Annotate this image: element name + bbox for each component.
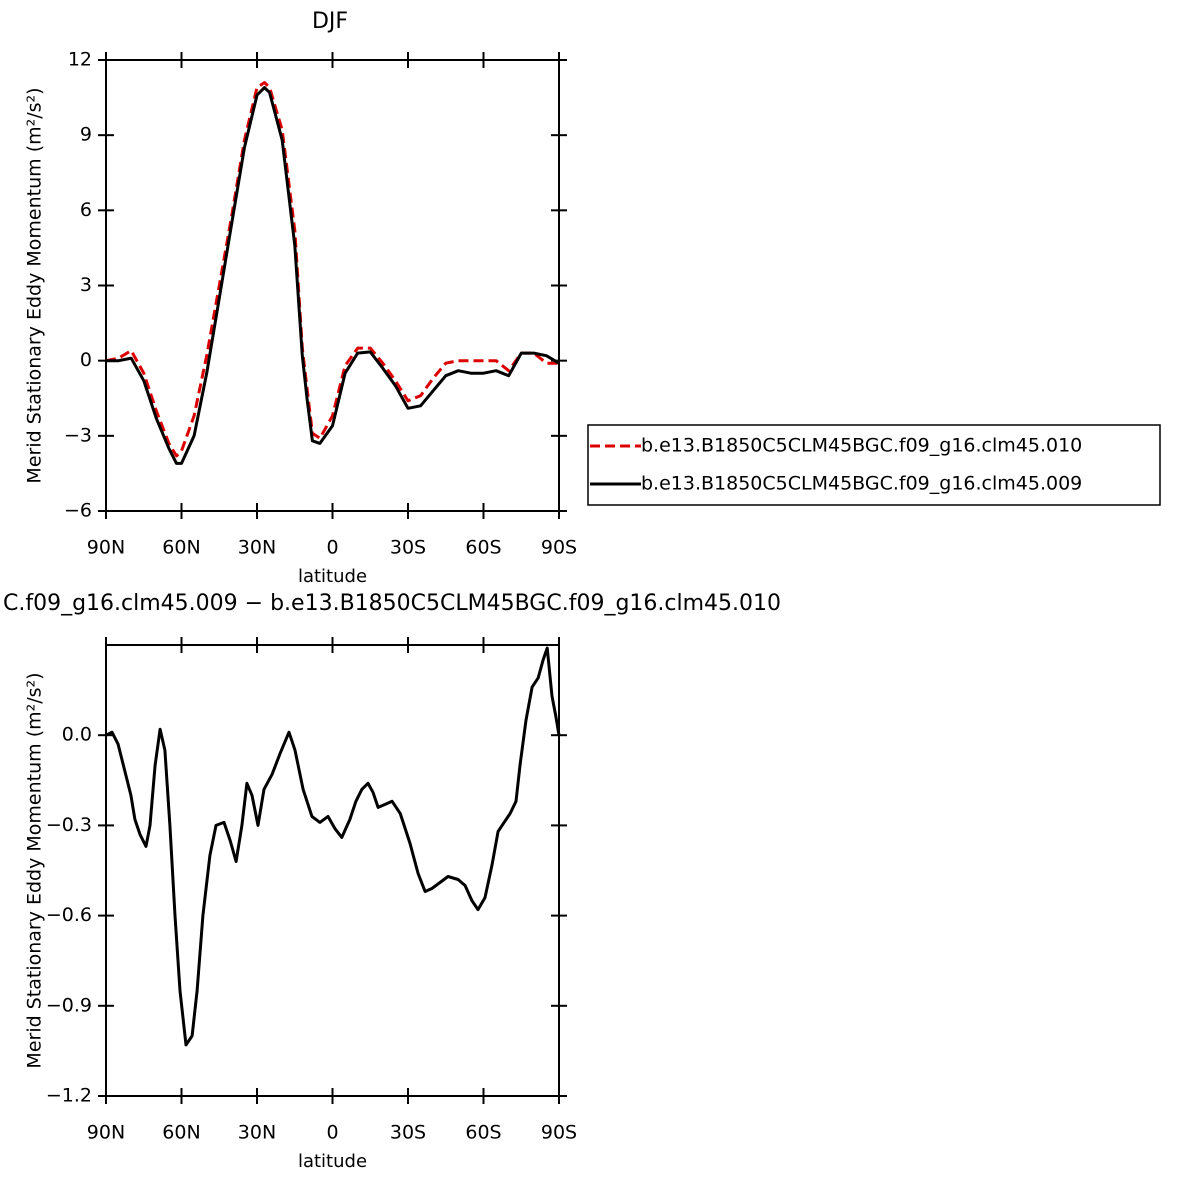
y-tick-label: 12 (68, 49, 92, 71)
chart-title: DJF (312, 9, 348, 34)
legend-label: b.e13.B1850C5CLM45BGC.f09_g16.clm45.009 (641, 473, 1082, 495)
y-tick-label: −0.6 (46, 904, 92, 926)
x-tick-label: 30S (390, 537, 426, 559)
x-tick-label: 30S (390, 1122, 426, 1144)
plot-frame (105, 59, 560, 512)
y-tick-label: 9 (80, 124, 92, 146)
y-tick-label: −1.2 (46, 1085, 92, 1107)
data-line (105, 646, 561, 1047)
x-tick-label: 60S (465, 1122, 501, 1144)
x-tick-label: 30N (238, 537, 276, 559)
x-tick-label: 90N (87, 1122, 125, 1144)
y-tick-label: −6 (64, 500, 92, 522)
x-tick-label: 60N (162, 1122, 200, 1144)
data-line (105, 81, 559, 458)
x-tick-label: 60N (162, 537, 200, 559)
x-tick-label: 0 (326, 537, 338, 559)
legend-box (587, 424, 1161, 506)
chart-title: C.f09_g16.clm45.009 − b.e13.B1850C5CLM45… (3, 591, 781, 616)
x-tick-label: 0 (326, 1122, 338, 1144)
y-tick-label: −3 (64, 424, 92, 446)
x-tick-label: 90S (541, 537, 577, 559)
y-tick-label: 0.0 (62, 724, 92, 746)
y-tick-label: 0 (80, 349, 92, 371)
y-axis-label: Merid Stationary Eddy Momentum (m²/s²) (24, 672, 46, 1068)
x-tick-label: 60S (465, 537, 501, 559)
x-tick-label: 90S (541, 1122, 577, 1144)
x-axis-label: latitude (298, 566, 367, 587)
y-tick-label: 3 (80, 274, 92, 296)
legend-label: b.e13.B1850C5CLM45BGC.f09_g16.clm45.010 (641, 435, 1082, 457)
y-axis-label: Merid Stationary Eddy Momentum (m²/s²) (24, 87, 46, 483)
y-tick-label: −0.9 (46, 994, 92, 1016)
x-tick-label: 90N (87, 537, 125, 559)
x-axis-label: latitude (298, 1151, 367, 1172)
y-tick-label: −0.3 (46, 814, 92, 836)
y-tick-label: 6 (80, 199, 92, 221)
x-tick-label: 30N (238, 1122, 276, 1144)
data-line (106, 86, 560, 465)
plot-frame (105, 644, 560, 1097)
